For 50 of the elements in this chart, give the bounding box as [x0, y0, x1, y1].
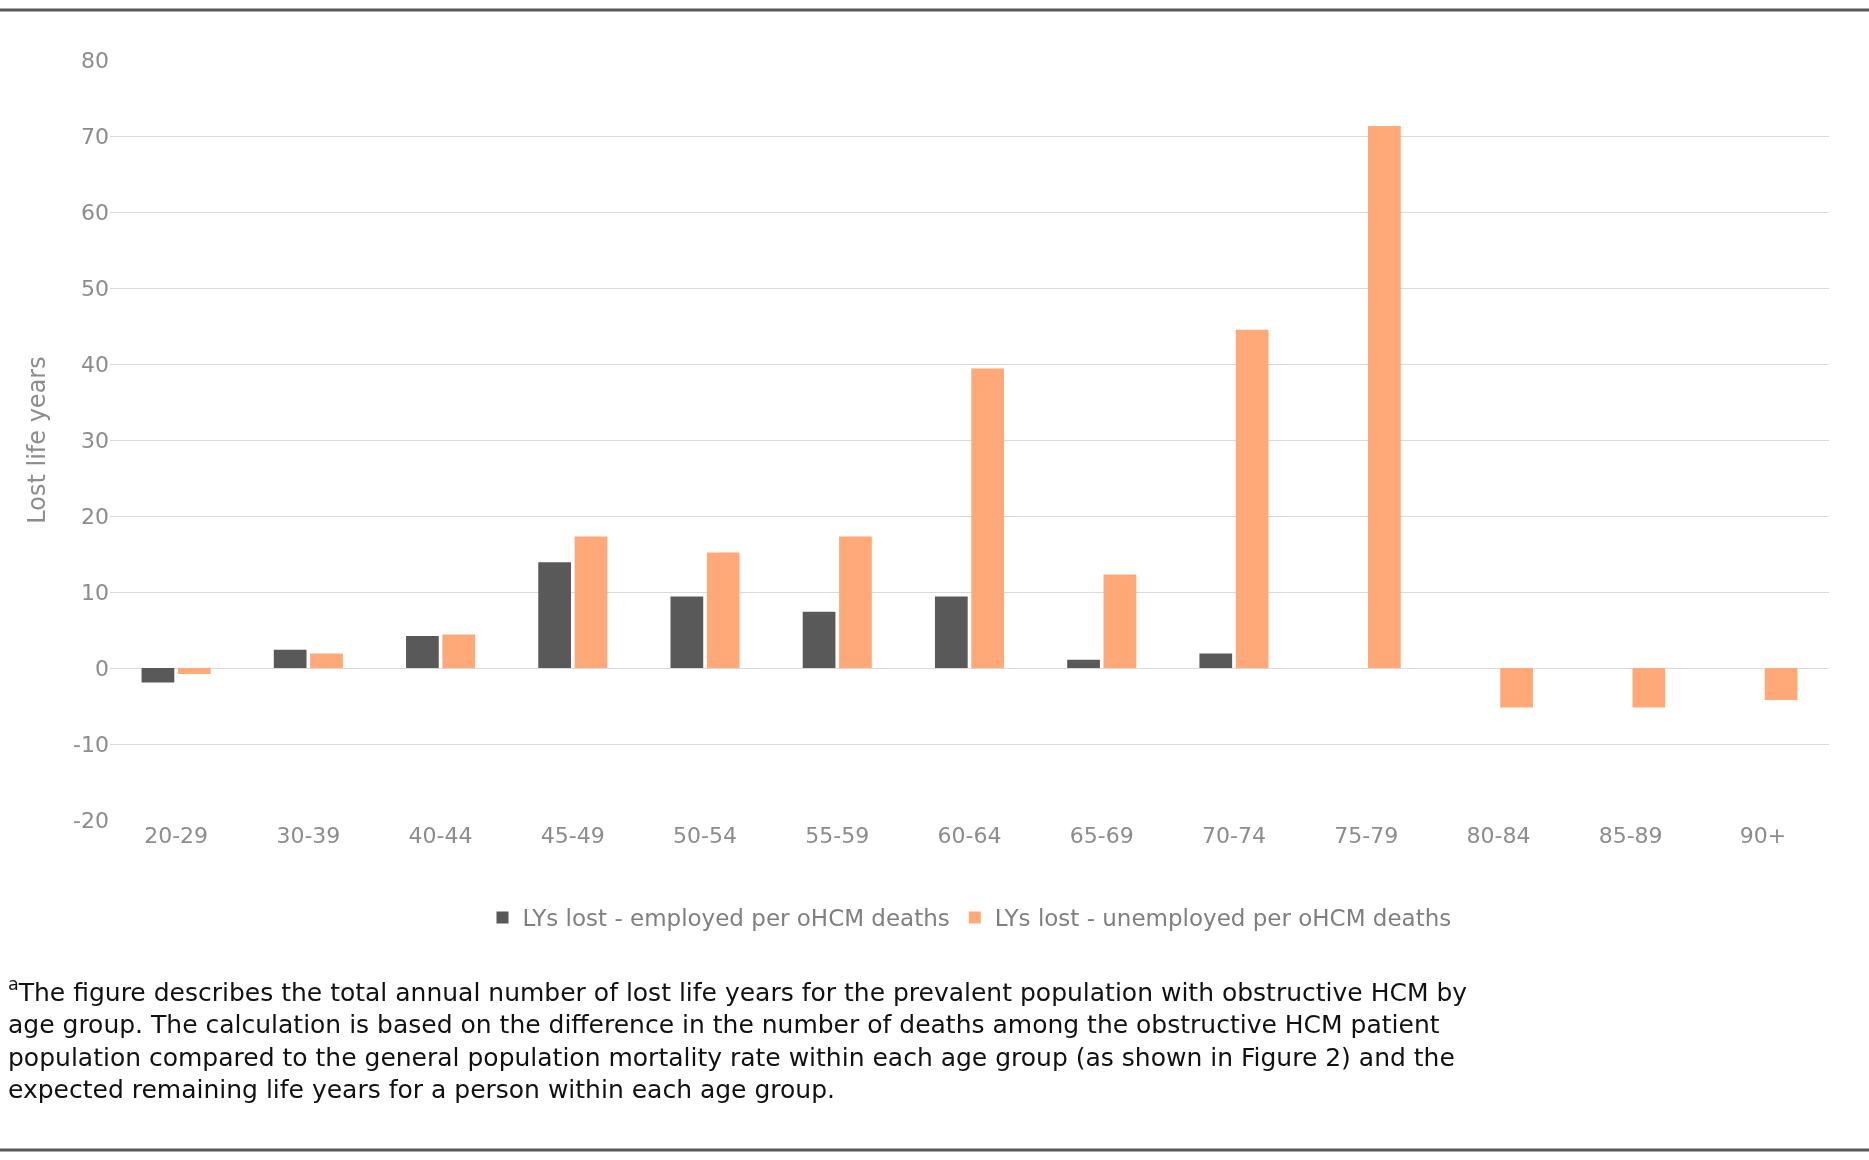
x-tick-label: 20-29 [144, 823, 209, 848]
x-tick-label: 75-79 [1334, 823, 1399, 848]
bar [1500, 668, 1533, 708]
bar [574, 536, 608, 668]
bar [1199, 653, 1233, 668]
y-tick-label: 70 [81, 123, 109, 149]
x-tick-label: 90+ [1739, 823, 1787, 848]
bar [670, 596, 704, 668]
y-tick-label: 50 [81, 275, 109, 301]
bar [177, 668, 211, 675]
bar [141, 668, 175, 683]
text: $^{a}$The figure describes the total annual number of lost life years for the prevalent population with obstructive HCM by age group. The calculation is based on the difference in the number of deaths among the obstructive HCM patient population compared to the general population mortality rate within each age group (as shown in Figure 2) and the expected remaining life years for a person within each age group. [8, 974, 1468, 1104]
bar [1067, 659, 1100, 668]
legend-label: LYs lost - unemployed per oHCM deaths [994, 905, 1452, 932]
bar [406, 636, 439, 668]
bar [706, 552, 740, 668]
bar [934, 596, 968, 668]
bar [1632, 668, 1666, 708]
x-tick-label: 30-39 [276, 823, 341, 848]
bar [310, 653, 343, 668]
bar [1235, 329, 1269, 668]
bar [802, 611, 836, 668]
bar [1103, 574, 1137, 668]
y-tick-label: 60 [81, 199, 109, 225]
x-tick-label: 50-54 [673, 823, 738, 848]
legend-label: LYs lost - employed per oHCM deaths [522, 905, 950, 932]
y-axis-title: Lost life years [23, 356, 52, 524]
x-tick-label: 55-59 [805, 823, 870, 848]
x-tick-label: 80-84 [1466, 823, 1531, 848]
bar [839, 536, 872, 668]
y-tick-label: 0 [95, 655, 109, 681]
bar [442, 634, 476, 668]
bar [971, 368, 1005, 668]
x-tick-label: 60-64 [937, 823, 1002, 848]
x-tick-label: 70-74 [1201, 823, 1266, 848]
bar [273, 649, 307, 668]
x-tick-label: 65-69 [1069, 823, 1134, 848]
bar [538, 562, 571, 668]
y-tick-label: 40 [81, 351, 109, 377]
x-tick-label: 40-44 [408, 823, 473, 848]
y-tick-label: 80 [81, 47, 109, 73]
bar [1764, 668, 1798, 700]
x-tick-label: 85-89 [1598, 823, 1663, 848]
y-tick-label: 30 [81, 427, 109, 453]
x-tick-label: 45-49 [540, 823, 605, 848]
y-tick-label: -10 [73, 731, 109, 757]
y-tick-label: 10 [81, 579, 109, 605]
y-tick-label: 20 [81, 503, 109, 529]
y-tick-label: -20 [73, 807, 109, 833]
bar [1368, 126, 1401, 668]
